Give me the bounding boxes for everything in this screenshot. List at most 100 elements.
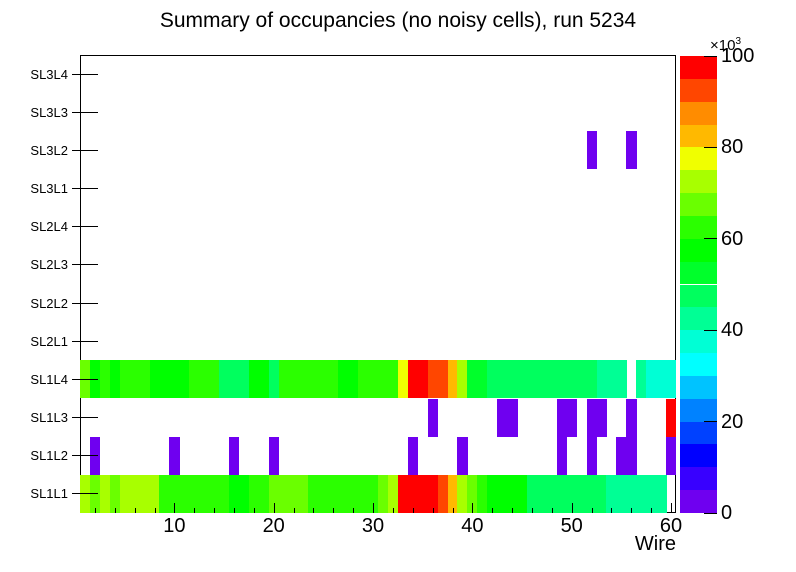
heatmap-cell [576, 474, 588, 513]
x-minor-tick [392, 508, 394, 513]
colorbar-band [680, 398, 717, 422]
heatmap-cell [378, 474, 389, 513]
heatmap-cell [109, 360, 121, 399]
heatmap-cell [497, 360, 508, 399]
heatmap-cell [586, 436, 598, 475]
heatmap-cell [566, 360, 578, 399]
y-bin-label: SL3L4 [30, 66, 68, 82]
colorbar-band [680, 375, 717, 399]
heatmap-cell [556, 360, 568, 399]
y-bin-tick [72, 417, 98, 419]
heatmap-cell [219, 360, 230, 399]
z-tick-label: 40 [721, 319, 744, 342]
heatmap-cell [427, 360, 439, 399]
heatmap-cell [387, 474, 399, 513]
heatmap-cell [467, 360, 478, 399]
heatmap-cell [278, 474, 290, 513]
heatmap-cell [626, 131, 637, 170]
z-multiplier-exponent: 3 [735, 36, 742, 47]
heatmap-cell [507, 398, 518, 437]
x-minor-tick [432, 508, 434, 513]
x-minor-tick [214, 508, 216, 513]
y-bin-label: SL1L3 [30, 410, 68, 426]
heatmap-cell [169, 360, 180, 399]
heatmap-cell [517, 360, 528, 399]
heatmap-cell [129, 474, 141, 513]
heatmap-cell [536, 474, 548, 513]
x-minor-tick [154, 508, 156, 513]
heatmap-cell [546, 474, 558, 513]
heatmap-cell [99, 360, 111, 399]
heatmap-cell [338, 360, 349, 399]
heatmap-cell [457, 436, 468, 475]
colorbar-band [680, 170, 717, 194]
heatmap-cell [566, 398, 578, 437]
heatmap-cell [487, 360, 498, 399]
heatmap-cell [179, 360, 190, 399]
heatmap-cell [318, 360, 329, 399]
heatmap-cell [606, 474, 617, 513]
heatmap-cell [437, 360, 449, 399]
heatmap-cell [527, 360, 538, 399]
heatmap-cell [358, 360, 369, 399]
heatmap-cell [527, 474, 538, 513]
colorbar-band [680, 78, 717, 102]
heatmap-cell [149, 474, 160, 513]
heatmap-cell [248, 360, 260, 399]
x-major-tick [174, 503, 176, 513]
heatmap-cell [258, 360, 270, 399]
heatmap-cell [99, 474, 111, 513]
heatmap-cell [229, 436, 240, 475]
heatmap-cell [159, 360, 170, 399]
heatmap-cell [159, 474, 170, 513]
y-bin-tick [72, 340, 98, 342]
x-tick-label: 60 [659, 515, 683, 537]
heatmap-cell [536, 360, 548, 399]
heatmap-cell [666, 360, 677, 399]
heatmap-cell [477, 360, 488, 399]
heatmap-cell [556, 474, 568, 513]
heatmap-cell [348, 360, 359, 399]
heatmap-cell [457, 474, 468, 513]
heatmap-cell [348, 474, 359, 513]
heatmap-cell [616, 360, 627, 399]
colorbar [680, 56, 717, 513]
colorbar-band [680, 284, 717, 308]
y-bin-tick [72, 455, 98, 457]
colorbar-band [680, 193, 717, 216]
x-minor-tick [492, 508, 494, 513]
heatmap-cell [288, 360, 300, 399]
x-minor-tick [94, 508, 96, 513]
heatmap-cell [248, 474, 260, 513]
y-bin-label: SL2L2 [30, 295, 68, 311]
heatmap-cell [487, 474, 498, 513]
y-bin-label: SL1L4 [30, 371, 68, 387]
heatmap-cell [318, 474, 329, 513]
heatmap-cell [596, 474, 607, 513]
colorbar-band [680, 124, 717, 148]
x-major-tick [373, 503, 375, 513]
heatmap-cell [606, 360, 617, 399]
heatmap-cell [278, 360, 290, 399]
heatmap-cell [407, 436, 419, 475]
z-tick [704, 421, 717, 423]
z-tick-label: 100 [721, 45, 755, 67]
colorbar-band [680, 56, 717, 79]
heatmap-cell [626, 398, 637, 437]
heatmap-cell [626, 436, 637, 475]
heatmap-cell [268, 474, 280, 513]
x-minor-tick [313, 508, 315, 513]
heatmap-cell [298, 360, 309, 399]
heatmap-cell [119, 360, 131, 399]
heatmap-cell [646, 360, 657, 399]
heatmap-cell [209, 474, 220, 513]
y-bin-tick [72, 378, 98, 380]
heatmap-cell [556, 398, 568, 437]
heatmap-cell [586, 131, 598, 170]
y-bin-tick [72, 493, 98, 495]
heatmap-cell [427, 398, 439, 437]
x-minor-tick [333, 508, 335, 513]
heatmap-cell [328, 474, 339, 513]
heatmap-cell [447, 474, 458, 513]
z-tick [704, 55, 717, 57]
